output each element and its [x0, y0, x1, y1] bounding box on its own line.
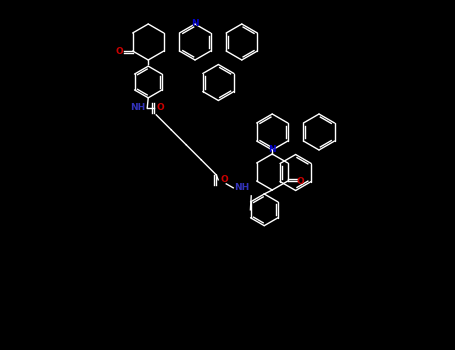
Text: NH: NH — [235, 183, 250, 192]
Text: O: O — [297, 176, 305, 186]
Text: N: N — [268, 146, 276, 154]
Text: NH: NH — [131, 103, 146, 112]
Text: O: O — [116, 47, 123, 56]
Text: N: N — [191, 20, 199, 28]
Text: O: O — [220, 175, 228, 184]
Text: O: O — [157, 103, 164, 112]
